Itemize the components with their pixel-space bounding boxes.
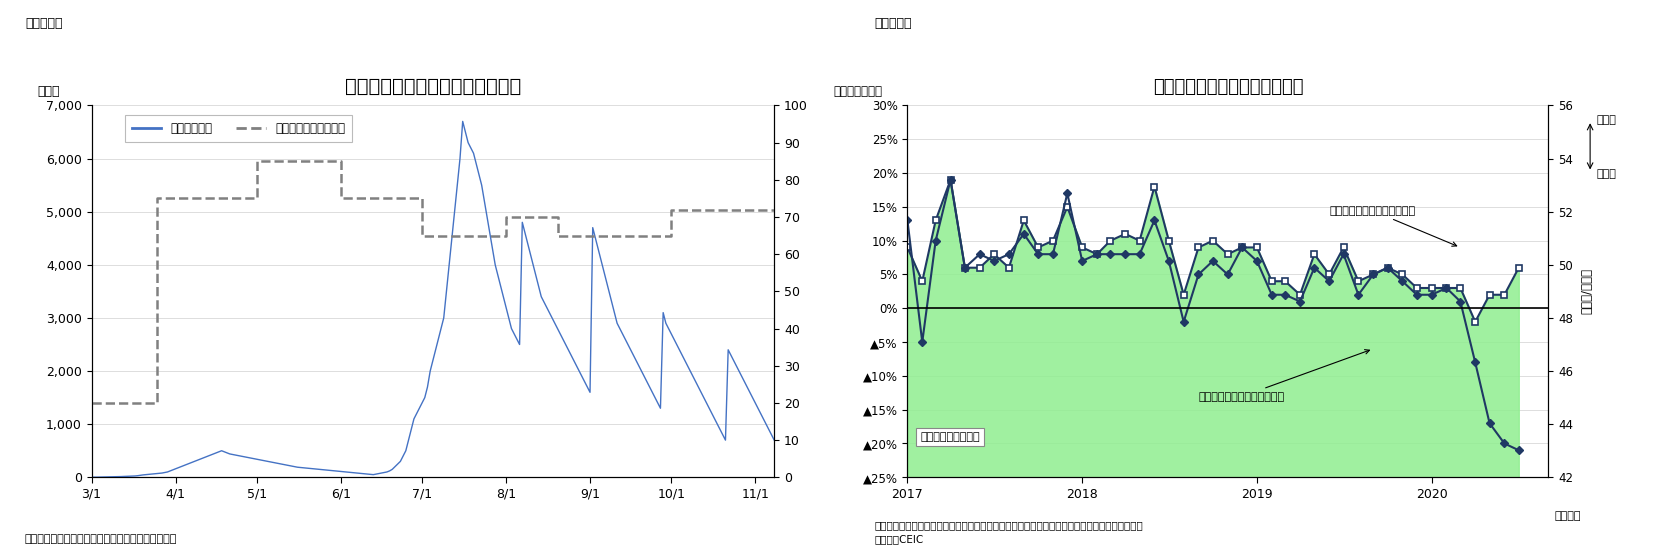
Text: 送金額増加率（ペソベース）: 送金額増加率（ペソベース）: [1198, 350, 1368, 402]
Text: ペソ安: ペソ安: [1596, 115, 1616, 125]
Text: （図表３）: （図表３）: [25, 17, 63, 29]
Text: （資料）フィリピン保健省、オックスフォード大学: （資料）フィリピン保健省、オックスフォード大学: [25, 534, 178, 544]
Legend: 新規感染者数, 厳格度指数（右目盛）: 新規感染者数, 厳格度指数（右目盛）: [125, 115, 353, 142]
Text: （月次）: （月次）: [1554, 511, 1581, 521]
Text: （前年同月比）: （前年同月比）: [834, 85, 882, 98]
Text: （図表４）: （図表４）: [874, 17, 912, 29]
Text: （資料）CEIC: （資料）CEIC: [874, 534, 924, 544]
Text: ペソ高: ペソ高: [1596, 169, 1616, 179]
Title: フィリピン　海外労働者送金額: フィリピン 海外労働者送金額: [1151, 78, 1303, 95]
Text: ペソレート（右軸）: ペソレート（右軸）: [920, 432, 980, 442]
Title: フィリピンの新規感染者数の推移: フィリピンの新規感染者数の推移: [344, 77, 521, 95]
Y-axis label: （ペソ/ドル）: （ペソ/ドル）: [1579, 269, 1592, 314]
Text: （人）: （人）: [37, 85, 60, 98]
Text: 送金額増加率（ドルベース）: 送金額増加率（ドルベース）: [1328, 205, 1456, 246]
Text: （注）ドルベースの送金額は中央銀行の公表値（ペソベース）を月中平均為替レートでドル換算: （注）ドルベースの送金額は中央銀行の公表値（ペソベース）を月中平均為替レートでド…: [874, 520, 1142, 530]
